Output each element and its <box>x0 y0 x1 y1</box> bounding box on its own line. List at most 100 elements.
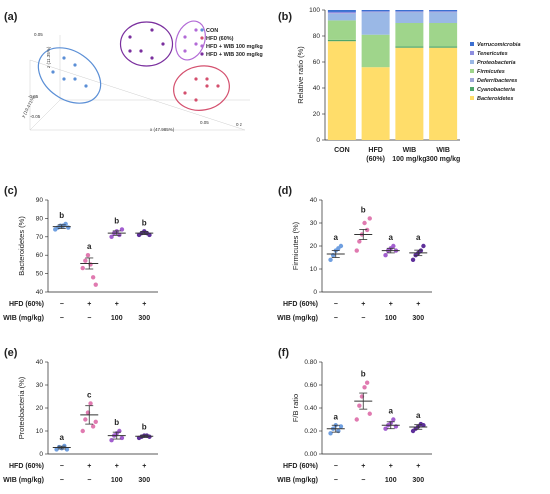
dot-ytick-label: 50 <box>36 271 44 278</box>
pca-axis-x: x (47.985%) <box>150 127 175 132</box>
dot-ytick-label: 20 <box>310 243 318 250</box>
dot-point <box>90 275 96 280</box>
pca-point <box>62 77 66 81</box>
dot-sig-letter: b <box>114 418 119 427</box>
dot-sig-letter: a <box>416 411 421 420</box>
dot-point <box>338 424 344 429</box>
pca-tick-5: 0 z <box>236 122 243 127</box>
dot-ytick-label: 30 <box>310 220 318 227</box>
pca-legend-label: HFD + WIB 100 mg/kg <box>206 44 263 50</box>
pca-legend: CON HFD (60%) HFD + WIB 100 mg/kg HFD + WIB… <box>200 28 263 58</box>
dot-point <box>80 265 85 271</box>
b-legend-label: Tenericutes <box>477 51 508 57</box>
pca-legend-dot <box>200 52 204 56</box>
b-category-label: WIB <box>436 147 450 154</box>
dot-ytick-label: 0.20 <box>304 428 317 435</box>
dot-sig-letter: b <box>361 370 366 379</box>
b-bar-segment <box>361 11 390 13</box>
b-bar-segment <box>361 11 390 12</box>
pca-tick-3: -0.05 <box>30 114 41 119</box>
dot-point <box>421 423 426 428</box>
dot-row-value: − <box>361 315 365 322</box>
dot-point <box>354 248 359 253</box>
dot-ytick-label: 0.40 <box>304 405 317 412</box>
dot-row-label: WIB (mg/kg) <box>3 477 44 484</box>
dot-point <box>421 243 426 249</box>
dot-row-value: − <box>334 477 338 484</box>
dot-ytick-label: 0.80 <box>304 359 317 366</box>
b-bar-segment <box>395 47 424 141</box>
b-bar-segment <box>327 20 356 40</box>
b-legend-swatch <box>470 78 474 82</box>
dot-point <box>364 227 370 233</box>
dot-row-value: + <box>361 463 365 470</box>
dot-point <box>391 243 396 249</box>
dot-row-label: HFD (60%) <box>283 301 318 308</box>
dot-point <box>109 438 114 443</box>
pca-tick-4: 0.05 <box>200 120 209 125</box>
pca-axis-z: z (11.35%) <box>46 46 51 68</box>
dot-row-value: − <box>60 315 64 322</box>
b-bar-segment <box>395 11 424 12</box>
dot-row-value: − <box>334 301 338 308</box>
dot-point <box>147 232 152 238</box>
dot-row-value: 300 <box>138 315 150 322</box>
dot-point <box>338 243 344 249</box>
dot-point <box>364 380 370 385</box>
b-bar-segment <box>327 11 356 14</box>
dot-point <box>90 424 96 429</box>
dot-point <box>357 239 362 244</box>
pca-point <box>183 35 187 39</box>
pca-legend-dot <box>200 36 204 40</box>
dot-point <box>328 257 333 262</box>
dot-point <box>85 253 91 258</box>
dot-ytick-label: 0 <box>313 289 317 296</box>
b-bar-segment <box>429 46 458 48</box>
pca-point <box>205 77 209 81</box>
proteobacteria-dot-plot: 0 10 20 30 40 Proteobacteria (%) a c b b HFD (60%)… <box>3 359 158 484</box>
dot-ytick-label: 20 <box>36 405 44 412</box>
b-bar-segment <box>361 10 390 12</box>
dot-ylabel: Firmicutes (%) <box>291 221 300 270</box>
dot-ytick-label: 80 <box>36 215 44 222</box>
b-bar-segment <box>395 10 424 12</box>
dot-sig-letter: a <box>87 242 92 251</box>
dot-row-value: + <box>142 463 146 470</box>
dot-ylabel: Bacteroidetes (%) <box>17 216 26 276</box>
dot-row-value: − <box>361 477 365 484</box>
dot-sig-letter: b <box>142 423 147 432</box>
panel-label-e: (e) <box>4 347 18 359</box>
dot-row-value: + <box>416 463 420 470</box>
pca-point <box>128 49 132 53</box>
dot-row-value: − <box>60 301 64 308</box>
dot-row-value: 100 <box>385 315 397 322</box>
dot-row-value: + <box>142 301 146 308</box>
b-legend-swatch <box>470 69 474 73</box>
panel-label-a: (a) <box>4 11 18 23</box>
dot-ytick-label: 0.60 <box>304 382 317 389</box>
b-bar-segment <box>361 12 390 35</box>
pca-points <box>51 28 220 102</box>
dot-sig-letter: a <box>60 433 65 442</box>
b-ytick-label: 40 <box>313 85 321 92</box>
b-bar-segment <box>361 34 390 68</box>
dot-row-label: HFD (60%) <box>283 463 318 470</box>
dot-row-value: + <box>389 301 393 308</box>
dot-sig-letter: a <box>389 233 394 242</box>
b-legend-swatch <box>470 96 474 100</box>
pca-legend-label: HFD + WIB 300 mg/kg <box>206 52 263 58</box>
b-category-label: WIB <box>403 147 417 154</box>
dot-point <box>391 417 396 422</box>
panel-label-f: (f) <box>278 347 289 359</box>
dot-point <box>367 411 372 416</box>
dot-row-value: 300 <box>412 315 424 322</box>
dot-row-value: − <box>87 315 91 322</box>
pca-legend-dot <box>200 28 204 32</box>
dot-row-value: − <box>334 463 338 470</box>
pca-ellipse-0 <box>37 47 102 104</box>
b-bar-segment <box>327 39 356 42</box>
b-ytick-label: 100 <box>309 7 320 14</box>
dot-row-value: − <box>334 315 338 322</box>
b-ylabel: Relative ratio (%) <box>296 46 305 104</box>
